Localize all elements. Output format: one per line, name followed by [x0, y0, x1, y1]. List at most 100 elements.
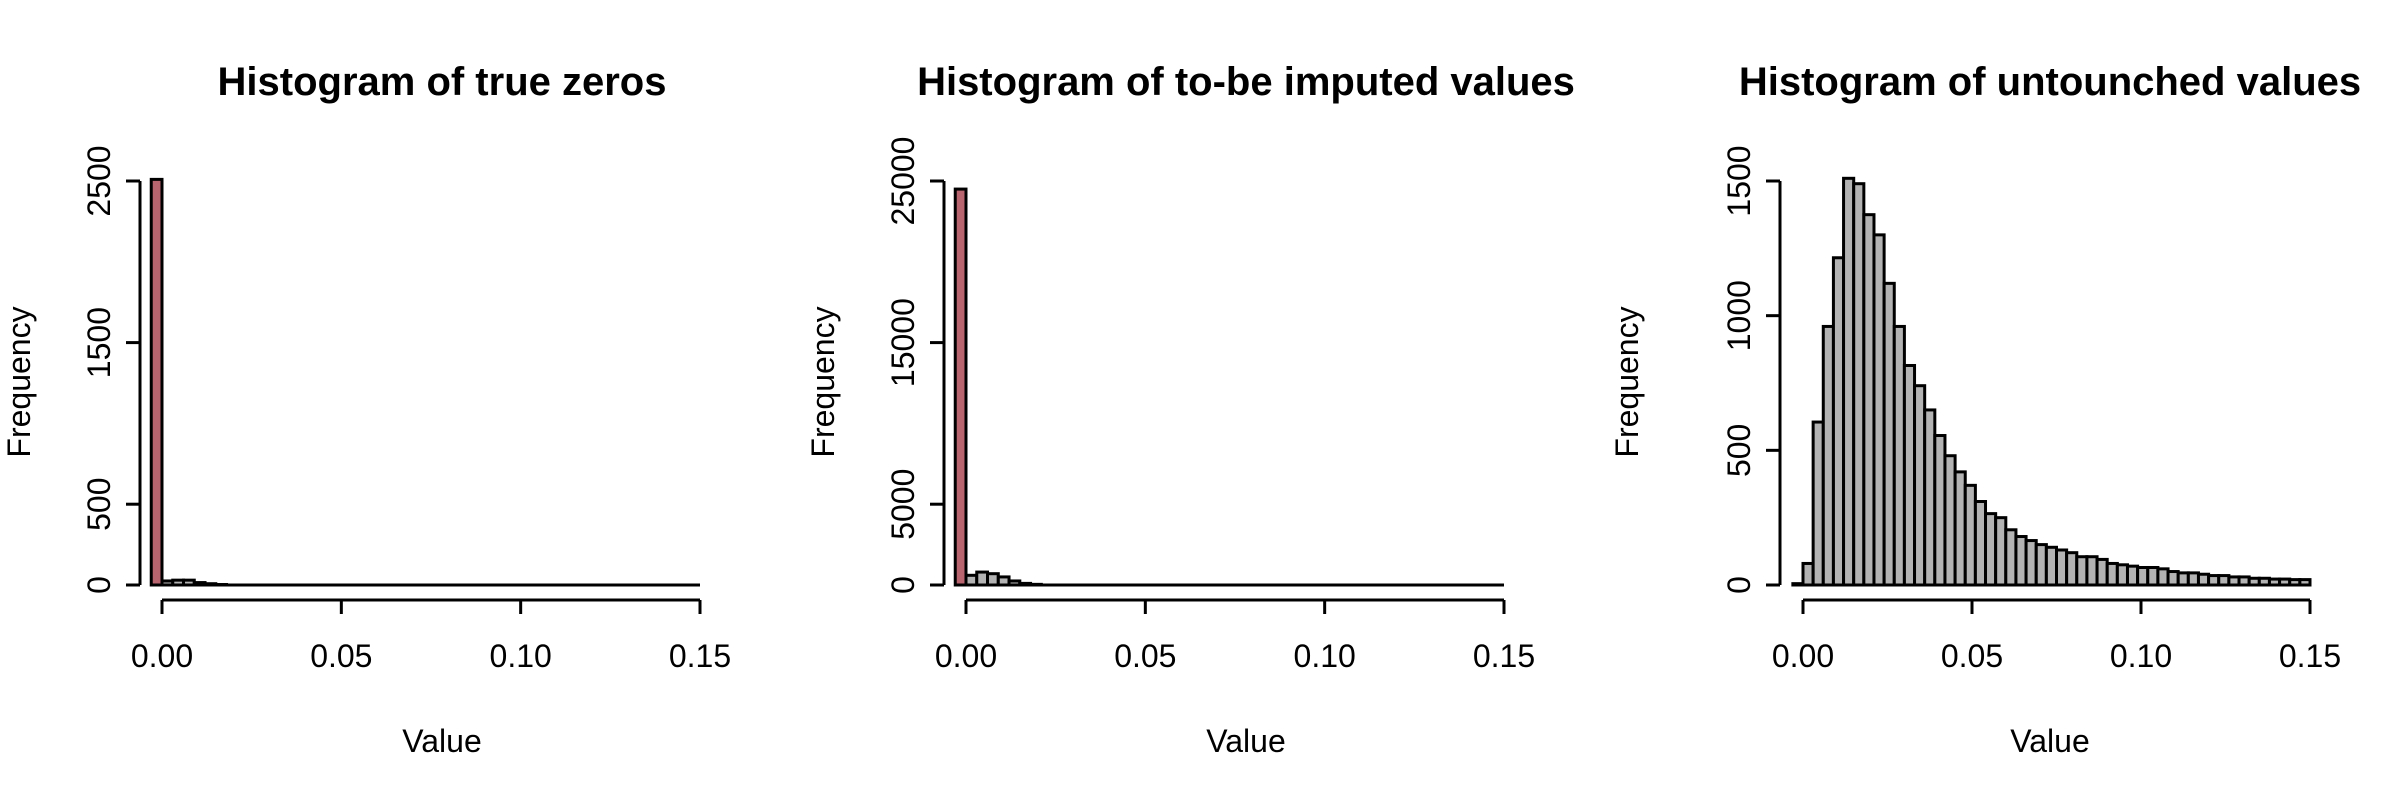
histogram-bar [2176, 571, 2190, 587]
x-tick-label: 0.15 [2279, 638, 2341, 674]
histogram-bar [2257, 576, 2271, 587]
histogram-bar [1791, 582, 1805, 587]
histogram-bar [986, 572, 1000, 587]
y-tick-label: 0 [885, 576, 921, 594]
y-tick-label: 0 [81, 576, 117, 594]
histogram-bar [2115, 563, 2129, 587]
chart-title: Histogram of to-be imputed values [917, 60, 1575, 104]
x-tick-label: 0.00 [935, 638, 997, 674]
histogram-bar [2247, 576, 2261, 587]
bars-group [149, 177, 700, 587]
histogram-bar [2075, 555, 2089, 587]
histogram-bar [1852, 182, 1866, 587]
histogram-bar [2207, 574, 2221, 587]
histogram-bar [2105, 561, 2119, 587]
histogram-bar [2044, 545, 2058, 587]
x-tick-label: 0.00 [131, 638, 193, 674]
histogram-bar [1994, 516, 2008, 587]
x-tick-label: 0.05 [1941, 638, 2003, 674]
histogram-bar [2267, 577, 2282, 587]
histogram-bar [2288, 578, 2302, 587]
x-tick-label: 0.10 [2110, 638, 2172, 674]
y-tick-label: 500 [81, 478, 117, 531]
chart-panel-true-zeros: Histogram of true zeros Frequency Value … [1, 60, 731, 759]
histogram-bar [1984, 512, 1998, 587]
y-tick-label: 1000 [1721, 280, 1757, 351]
histogram-bar [149, 177, 164, 587]
axes-group: 0.00 0.05 0.10 0.15 0 5000 15000 25000 [885, 137, 1535, 674]
histogram-bar [2024, 539, 2038, 587]
y-tick-label: 500 [1721, 424, 1757, 477]
histogram-bar [2217, 574, 2231, 587]
histogram-bar [1862, 213, 1876, 587]
histogram-bar [203, 582, 218, 587]
histogram-bar [2196, 572, 2211, 587]
histogram-bar [1913, 384, 1927, 587]
histogram-bar [975, 570, 990, 587]
histogram-bar [2055, 548, 2069, 587]
y-axis-label: Frequency [805, 306, 841, 457]
axes-group: 0.00 0.05 0.10 0.15 0 500 1500 2500 [81, 145, 731, 674]
histogram-bar [2186, 571, 2200, 587]
y-tick-label: 15000 [885, 298, 921, 387]
histogram-bar [2034, 543, 2048, 587]
histogram-bar [953, 187, 968, 587]
x-tick-label: 0.15 [669, 638, 731, 674]
y-axis-label: Frequency [1609, 306, 1645, 457]
bars-group [1791, 176, 2312, 587]
x-tick-label: 0.00 [1772, 638, 1834, 674]
histogram-bar [171, 578, 186, 587]
histogram-bar [1953, 470, 1967, 587]
chart-panel-to-be-imputed: Histogram of to-be imputed values Freque… [805, 60, 1575, 759]
histogram-bar [1902, 363, 1917, 587]
x-tick-label: 0.05 [310, 638, 372, 674]
histogram-bar [2065, 551, 2079, 587]
histogram-bar [2014, 535, 2028, 587]
histogram-bar [182, 578, 196, 587]
histogram-bar [1018, 581, 1033, 587]
axes-group: 0.00 0.05 0.10 0.15 0 500 1000 1500 [1721, 145, 2341, 674]
y-axis-label: Frequency [1, 306, 37, 457]
histogram-bar [1973, 500, 1988, 587]
histogram-bar [1811, 420, 1825, 587]
histogram-bar [2156, 567, 2170, 587]
histogram-bar [1943, 454, 1957, 587]
histogram-bar [1923, 408, 1937, 587]
x-tick-label: 0.05 [1114, 638, 1176, 674]
y-tick-label: 1500 [81, 307, 117, 378]
histogram-bar [1842, 176, 1856, 587]
histogram-bar [2146, 565, 2160, 587]
x-tick-label: 0.10 [1294, 638, 1356, 674]
histogram-bar [1007, 579, 1022, 587]
chart-panel-untounched: Histogram of untounched values Frequency… [1609, 60, 2361, 759]
histogram-bar [1801, 561, 1815, 587]
chart-title: Histogram of true zeros [218, 60, 667, 104]
histogram-bar [2237, 575, 2251, 587]
histogram-bar [2136, 565, 2150, 587]
histogram-bar [2085, 555, 2099, 587]
histogram-bar [2227, 575, 2241, 587]
y-tick-label: 0 [1721, 576, 1757, 594]
histogram-bar [1872, 233, 1886, 587]
histogram-bar [2166, 570, 2180, 587]
x-axis-label: Value [1206, 723, 1285, 759]
histogram-bar [1831, 256, 1846, 587]
histogram-bar [1892, 324, 1906, 587]
histogram-bar [2125, 564, 2140, 587]
histogram-bar [2004, 528, 2018, 587]
histogram-bar [160, 579, 175, 587]
histogram-bar [1029, 582, 1043, 587]
x-tick-label: 0.15 [1473, 638, 1535, 674]
bars-group [953, 187, 1504, 587]
y-tick-label: 5000 [885, 469, 921, 540]
x-tick-label: 0.10 [490, 638, 552, 674]
histogram-bar [1963, 483, 1977, 587]
histogram-bar [1821, 324, 1835, 587]
histogram-bar [964, 573, 979, 587]
y-tick-label: 2500 [81, 145, 117, 216]
histogram-bar [2095, 557, 2109, 587]
histogram-bar [1933, 434, 1947, 587]
y-tick-label: 1500 [1721, 145, 1757, 216]
x-axis-label: Value [2010, 723, 2089, 759]
